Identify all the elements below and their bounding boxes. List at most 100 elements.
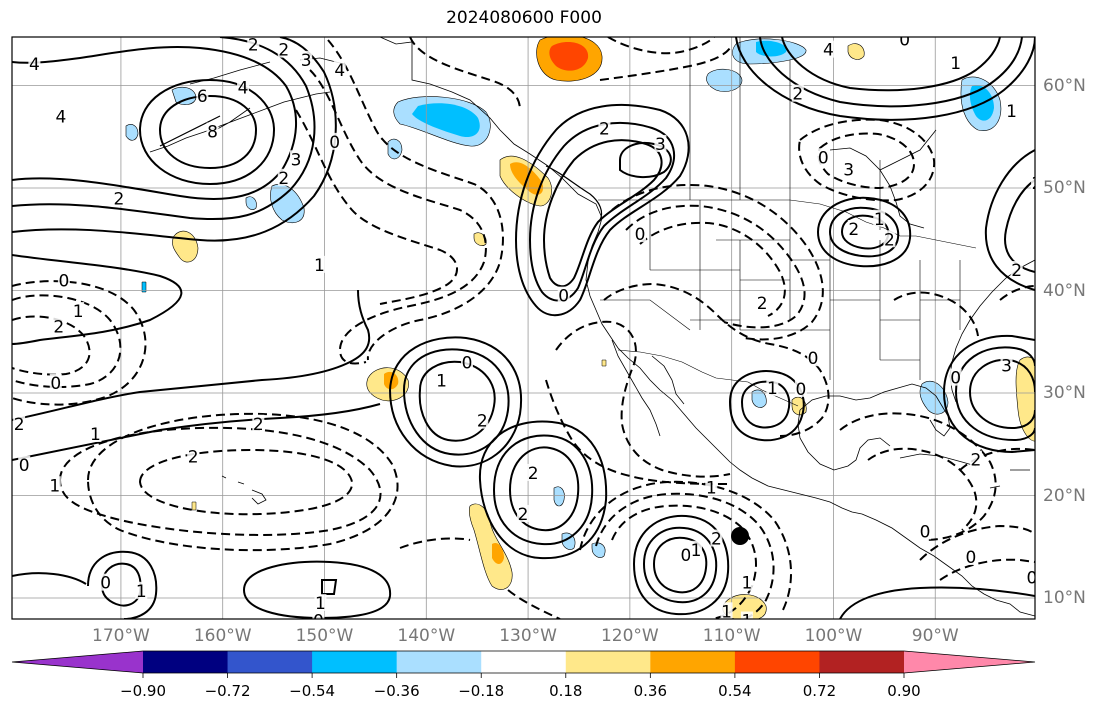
contour-positive xyxy=(632,514,730,616)
colorbar-tick-label: −0.54 xyxy=(289,682,336,700)
shade-patch xyxy=(847,43,865,60)
latitude-label: 20°N xyxy=(1043,485,1086,506)
contour-label-bg xyxy=(964,548,977,565)
contour-label-bg xyxy=(842,160,855,178)
contour-positive xyxy=(759,37,1023,108)
contour-negative xyxy=(12,280,147,406)
contour-negative xyxy=(545,379,731,485)
contour-label: 2 xyxy=(599,120,610,140)
shade-patch xyxy=(591,542,606,558)
contour-label: 2 xyxy=(884,230,895,250)
contour-label: 1 xyxy=(706,478,717,498)
contour-label-bg xyxy=(435,371,448,389)
contour-label-bg xyxy=(187,447,200,465)
contour-label: 1 xyxy=(950,54,961,74)
contour-lines xyxy=(12,37,1035,619)
contour-label: 2 xyxy=(477,412,488,432)
contour-label-bg xyxy=(52,317,65,335)
contour-label: 0 xyxy=(899,30,910,50)
contour-label-bg xyxy=(328,132,341,150)
contour-positive xyxy=(388,336,522,468)
contour-negative xyxy=(309,69,487,365)
contour-label: 2 xyxy=(188,448,199,468)
contour-label-bg xyxy=(57,271,70,289)
contour-label: 1 xyxy=(49,476,60,496)
contour-negative xyxy=(595,492,775,619)
contour-label-bg xyxy=(822,40,835,58)
contour-label: 0 xyxy=(329,133,340,153)
shade-patch xyxy=(601,359,607,367)
shade-patch xyxy=(751,389,767,408)
contour-label: 2 xyxy=(1032,174,1043,194)
contour-positive xyxy=(12,572,87,585)
contour-label: 0 xyxy=(920,522,931,542)
colorbar-tick-label: −0.72 xyxy=(204,682,251,700)
latitude-label: 40°N xyxy=(1043,280,1086,301)
contour-label: 3 xyxy=(1001,356,1012,376)
contour-negative xyxy=(58,426,382,536)
shade-patch xyxy=(172,230,199,263)
contour-label-bg xyxy=(817,148,830,166)
colorbar-bin xyxy=(396,651,482,673)
contour-label-bg xyxy=(710,529,723,547)
contour-label: 2 xyxy=(53,317,64,337)
contour-negative xyxy=(999,285,1035,301)
contour-label-bg xyxy=(679,545,692,563)
contour-label-bg xyxy=(247,37,260,53)
baja-california xyxy=(611,339,685,437)
contour-label: 2 xyxy=(253,415,264,435)
shade-patch xyxy=(270,184,305,223)
contour-label: 0 xyxy=(808,349,819,369)
contour-positive xyxy=(740,380,791,429)
shade-patch xyxy=(125,124,139,141)
contour-negative xyxy=(295,109,458,305)
contour-positive xyxy=(158,94,258,170)
contour-negative xyxy=(817,132,916,190)
contour-label: 1 xyxy=(742,612,753,632)
longitude-label: 160°W xyxy=(193,626,252,646)
contour-label: 2 xyxy=(113,189,124,209)
contour-positive xyxy=(528,121,675,302)
contour-label-bg xyxy=(314,594,327,612)
contour-label: 2 xyxy=(278,41,289,61)
contour-negative xyxy=(798,118,936,202)
contour-label-bg xyxy=(791,84,804,102)
contour-positive xyxy=(735,37,1035,121)
shade-patch xyxy=(171,86,197,105)
shade-patch xyxy=(387,138,403,160)
shade-patch xyxy=(412,103,480,138)
colorbar-bin xyxy=(227,651,313,673)
contour-label: 0 xyxy=(19,456,30,476)
contour-positive xyxy=(12,289,371,421)
contour-label: 4 xyxy=(823,41,834,61)
contour-label: 1 xyxy=(314,256,325,276)
colorbar-bin xyxy=(650,651,736,673)
contour-label-bg xyxy=(949,53,962,71)
contour-positive xyxy=(12,254,183,345)
contour-positive xyxy=(816,196,912,268)
contour-negative xyxy=(625,204,806,329)
latitude-label: 10°N xyxy=(1043,588,1086,608)
contour-label-bg xyxy=(516,504,529,522)
contour-label-bg xyxy=(89,425,102,442)
contour-negative xyxy=(555,320,731,478)
colorbar-tick-label: −0.90 xyxy=(120,682,166,700)
colorbar-extend-high xyxy=(904,651,1035,673)
contour-label: 0 xyxy=(950,369,961,389)
longitude-label: 150°W xyxy=(295,626,354,646)
contour-negative xyxy=(959,447,1035,471)
contour-label-bg xyxy=(557,286,570,304)
contour-label-bg xyxy=(756,293,769,311)
contour-positive xyxy=(12,37,316,221)
contour-label-bg xyxy=(598,119,611,137)
contour-positive xyxy=(492,434,594,546)
contour-label: 1 xyxy=(436,372,447,392)
contour-label-bg xyxy=(476,411,489,429)
longitude-label: 170°W xyxy=(92,626,150,646)
contour-label-bg xyxy=(13,414,26,432)
contour-negative xyxy=(409,37,521,111)
contour-label: 3 xyxy=(1034,121,1045,141)
contour-label: 0 xyxy=(462,353,473,373)
